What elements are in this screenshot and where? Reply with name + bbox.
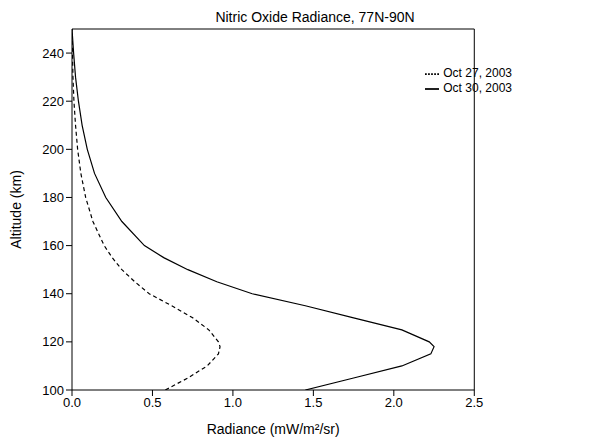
svg-text:160: 160 xyxy=(42,238,64,253)
svg-text:1.5: 1.5 xyxy=(304,395,322,410)
html-text:Oct 30, 2003: Oct 30, 2003 xyxy=(443,80,512,95)
svg-text:140: 140 xyxy=(42,286,64,301)
svg-text:Altitude (km): Altitude (km) xyxy=(8,170,24,249)
svg-text:0.5: 0.5 xyxy=(143,395,161,410)
svg-text:2.5: 2.5 xyxy=(465,395,483,410)
svg-text:Radiance (mW/m²/sr): Radiance (mW/m²/sr) xyxy=(207,421,340,437)
svg-text:220: 220 xyxy=(42,94,64,109)
svg-text:0.0: 0.0 xyxy=(63,395,81,410)
svg-text:180: 180 xyxy=(42,190,64,205)
svg-text:2.0: 2.0 xyxy=(385,395,403,410)
html-text:Nitric Oxide Radiance, 77N-90N: Nitric Oxide Radiance, 77N-90N xyxy=(215,9,415,25)
svg-text:1.0: 1.0 xyxy=(224,395,242,410)
svg-text:100: 100 xyxy=(42,383,64,398)
svg-text:120: 120 xyxy=(42,334,64,349)
svg-text:240: 240 xyxy=(42,46,64,61)
html-text:Oct 27, 2003: Oct 27, 2003 xyxy=(443,66,512,80)
svg-text:200: 200 xyxy=(42,142,64,157)
